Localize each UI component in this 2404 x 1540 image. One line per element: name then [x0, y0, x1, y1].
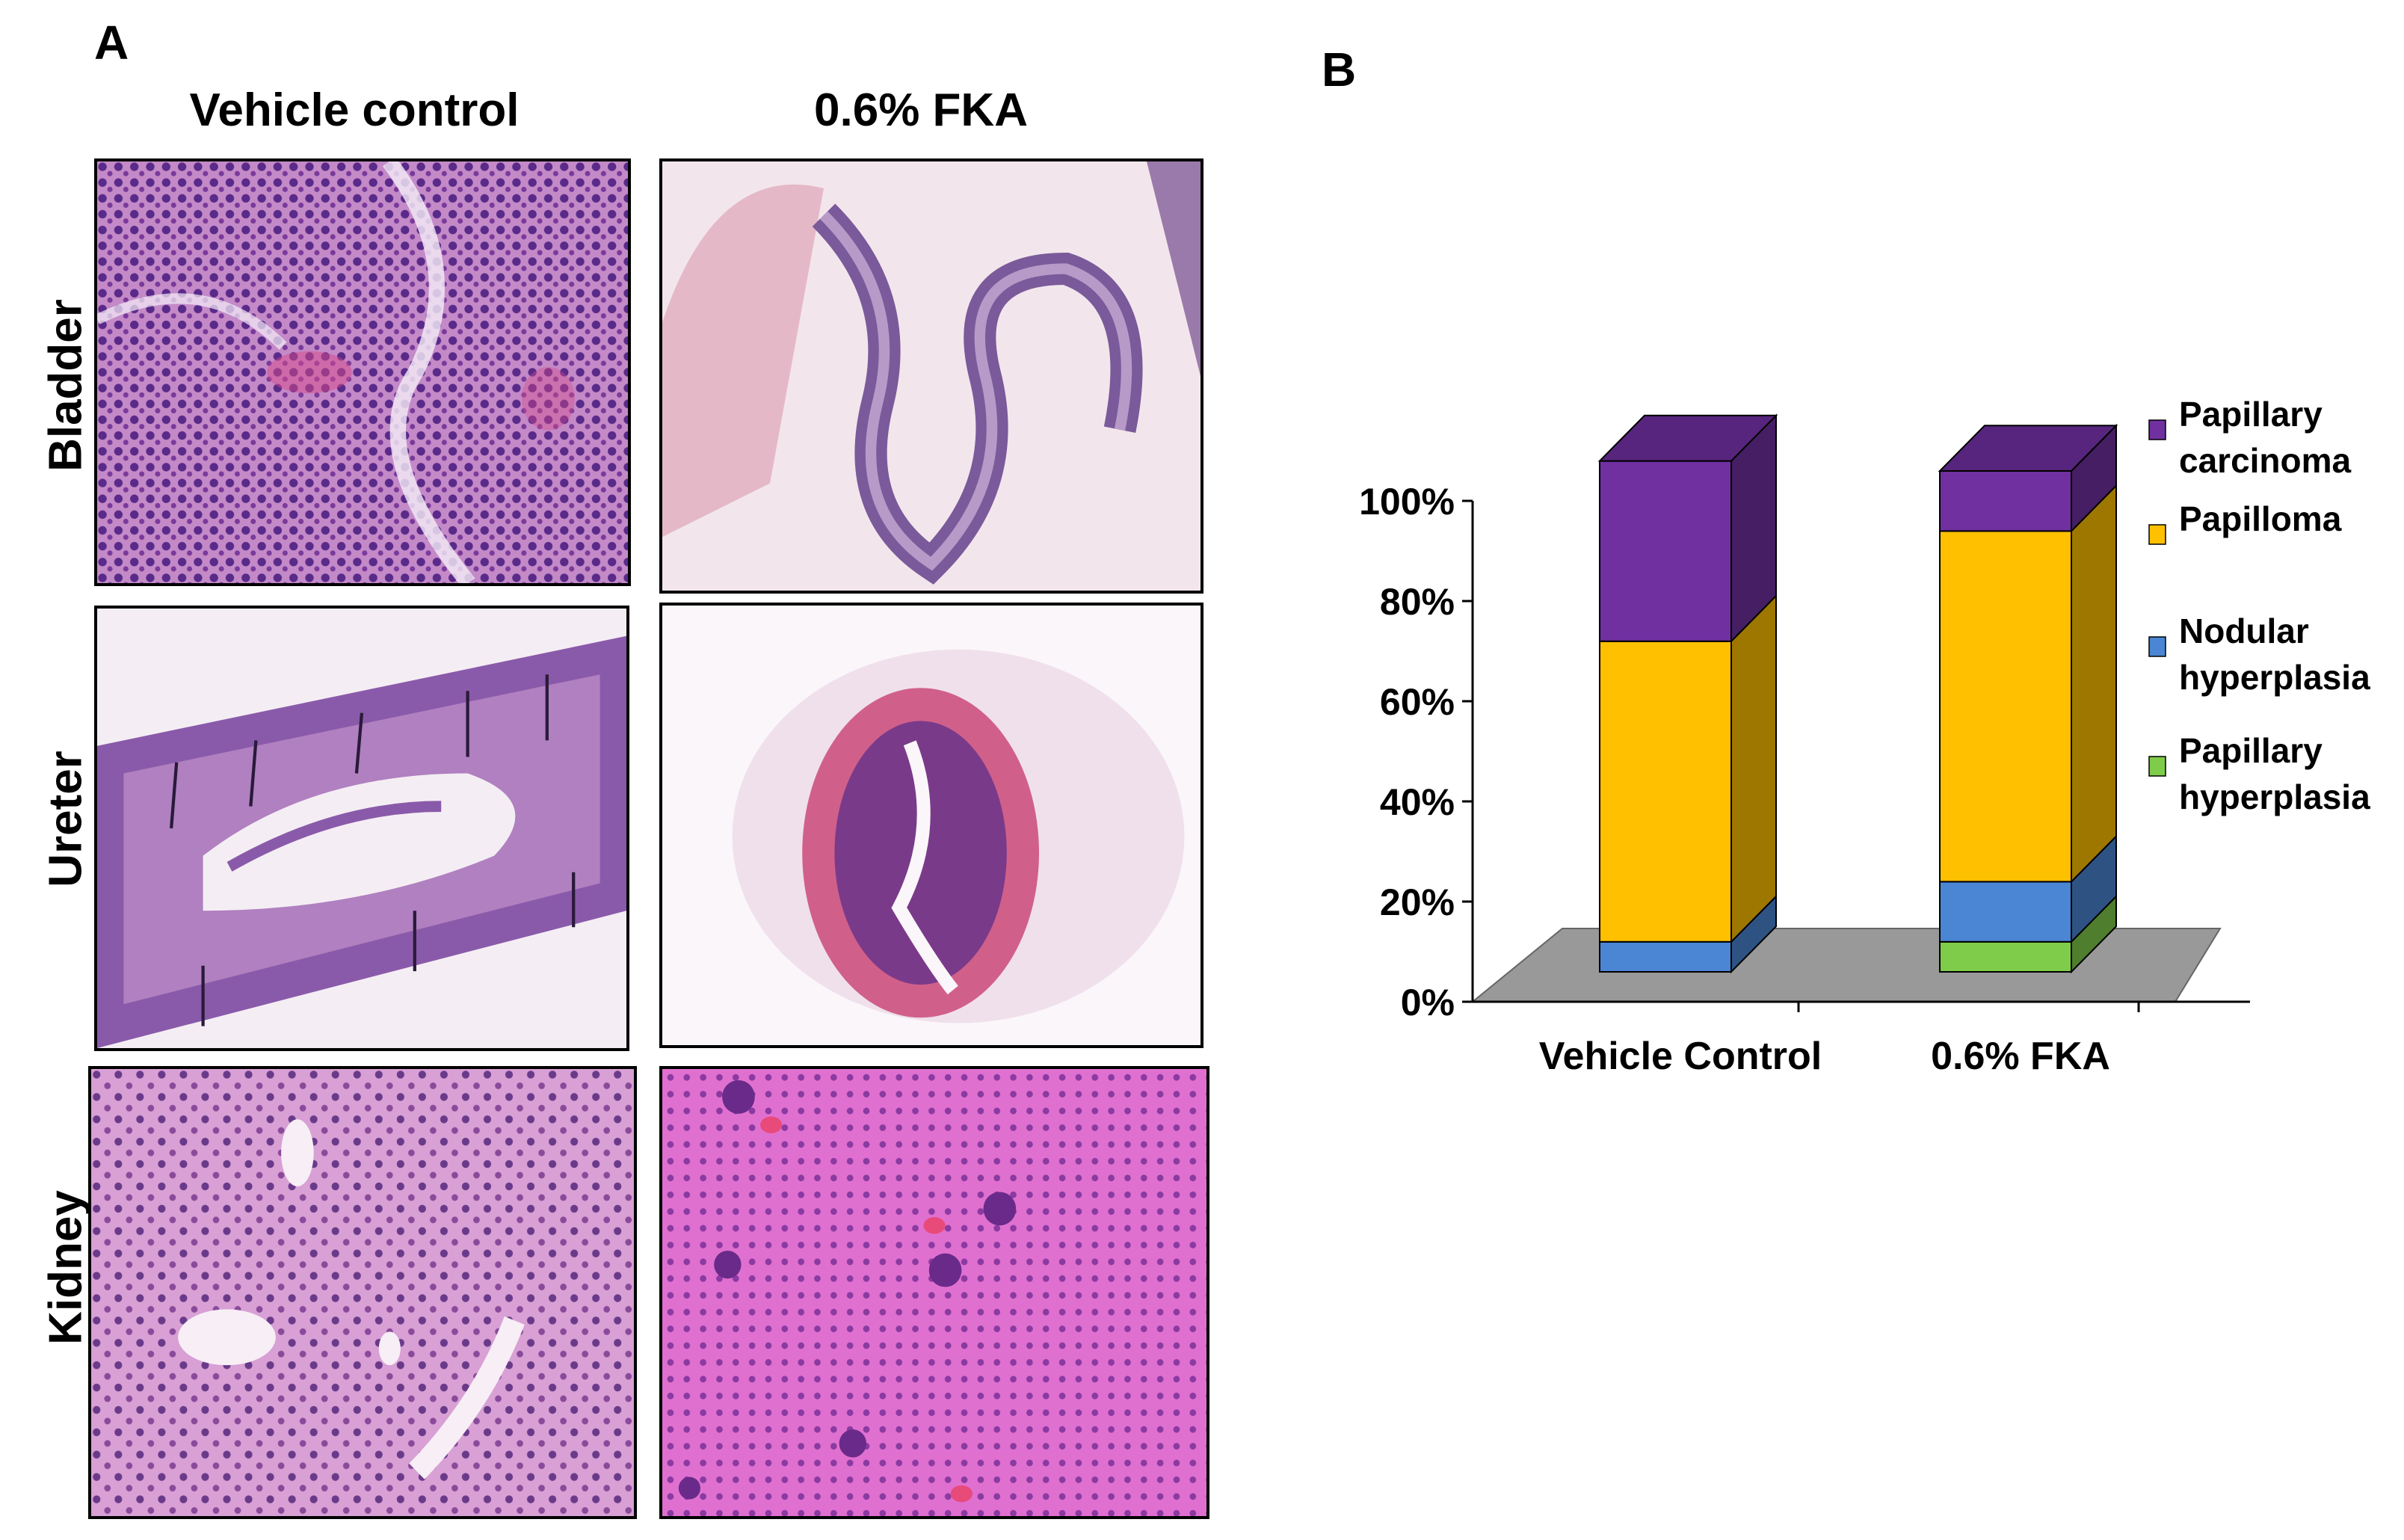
bar-segment	[1939, 940, 2072, 973]
legend-label: Papilloma	[2179, 499, 2342, 538]
micrograph-kidney-vehicle	[88, 1066, 637, 1519]
x-tick-label: 0.6% FKA	[1931, 1035, 2110, 1078]
legend-label: Papillary	[2179, 395, 2323, 434]
legend-label: Papillary	[2179, 731, 2323, 770]
micrograph-bladder-fka	[659, 158, 1203, 594]
bar-segment-side	[2071, 484, 2117, 884]
bar-segment	[1599, 940, 1732, 973]
legend-swatch	[2148, 756, 2166, 777]
micrograph-bladder-vehicle	[94, 158, 631, 586]
chart-floor	[1470, 928, 2222, 1002]
panel-b-letter: B	[1322, 43, 1357, 96]
bar-top	[1938, 425, 2118, 472]
stacked-bar-chart: 0% 20% 40% 60% 80% 100% Vehicle Control 0.6% FK…	[1359, 395, 2370, 1078]
micrograph-ureter-vehicle	[94, 606, 629, 1051]
panel-a-letter: A	[94, 16, 129, 70]
bar-segment	[1939, 530, 2072, 883]
bar-segment	[1599, 640, 1732, 943]
y-tick-label: 60%	[1380, 681, 1455, 723]
micrograph-kidney-fka	[659, 1066, 1209, 1519]
legend-swatch	[2148, 419, 2166, 440]
legend-swatch	[2148, 524, 2166, 545]
bar-segment	[1599, 460, 1732, 642]
row-label-bladder: Bladder	[40, 299, 92, 472]
row-label-kidney: Kidney	[40, 1190, 92, 1345]
legend-label: carcinoma	[2179, 441, 2352, 480]
legend-swatch	[2148, 636, 2166, 657]
bar-top	[1597, 414, 1778, 462]
y-tick-label: 40%	[1380, 781, 1455, 823]
legend-label: Nodular	[2179, 612, 2309, 650]
y-tick-label: 0%	[1401, 982, 1455, 1023]
row-label-ureter: Ureter	[40, 751, 92, 887]
bar-segment-side	[1730, 594, 1777, 944]
x-tick-label: Vehicle Control	[1539, 1035, 1822, 1078]
bar-segment	[1939, 881, 2072, 943]
y-tick-label: 100%	[1359, 481, 1455, 523]
column-header-vehicle-control: Vehicle control	[189, 84, 520, 136]
column-header-fka: 0.6% FKA	[814, 84, 1028, 136]
legend-label: hyperplasia	[2179, 658, 2370, 697]
y-tick-label: 80%	[1380, 581, 1455, 623]
micrograph-ureter-fka	[659, 603, 1203, 1048]
legend-label: hyperplasia	[2179, 777, 2370, 816]
y-tick-label: 20%	[1380, 881, 1455, 923]
bar-segment	[1939, 470, 2072, 532]
